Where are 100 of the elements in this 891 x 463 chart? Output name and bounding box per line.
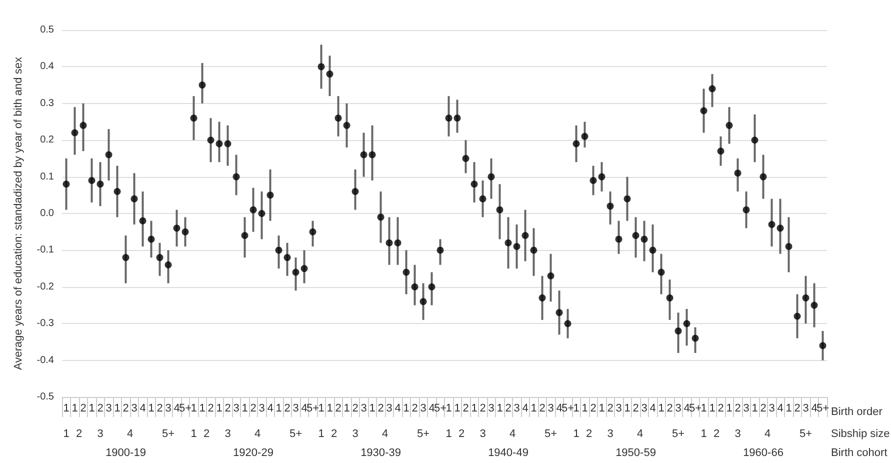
text: 3: [734, 428, 741, 440]
x-tick-label: 3: [420, 402, 426, 414]
y-axis-title: Average years of education: standadized by year of bith and sex: [12, 56, 24, 370]
text: 1900-19: [106, 447, 146, 459]
x-tick-label: 5+: [178, 402, 192, 414]
text: 1: [700, 428, 707, 440]
x-tick-label: 2: [335, 402, 342, 414]
x-tick-label: 1: [403, 402, 410, 414]
y-tick-label: 0.1: [40, 171, 54, 182]
x-tick-label: 5+: [816, 402, 830, 414]
x-tick-label: 1: [786, 402, 792, 414]
x-tick-label: 2: [718, 402, 724, 414]
text: 1: [446, 428, 452, 440]
text: 4: [126, 428, 134, 440]
x-tick-label: 2: [480, 402, 486, 414]
x-tick-label: 1: [216, 402, 222, 414]
y-tick-label: -0.1: [36, 244, 54, 256]
x-tick-label: 5+: [434, 402, 447, 414]
x-tick-label: 1: [700, 402, 707, 414]
x-tick-label: 2: [352, 402, 358, 414]
text: 3: [224, 428, 231, 440]
x-tick-label: 4: [811, 402, 818, 414]
x-tick-label: 4: [777, 402, 784, 414]
x-tick-label: 1: [752, 402, 758, 414]
text: 4: [509, 428, 516, 440]
x-tick-label: 1: [496, 402, 503, 414]
x-tick-label: 2: [224, 402, 231, 414]
text: 1950-59: [616, 447, 656, 459]
x-tick-label: 3: [106, 402, 112, 414]
text: 5+: [544, 428, 558, 440]
x-tick-label: 3: [768, 402, 775, 414]
x-tick-label: 3: [258, 402, 265, 414]
text: 2: [458, 428, 465, 440]
text: 5+: [672, 428, 685, 440]
x-tick-label: 1: [573, 402, 580, 414]
x-tick-label: 5+: [306, 402, 320, 414]
x-tick-label: 3: [802, 402, 809, 414]
text: 2: [203, 428, 210, 440]
x-tick-label: 2: [666, 402, 673, 414]
x-tick-label: 3: [292, 402, 299, 414]
x-tick-label: 2: [97, 402, 104, 414]
text: Birth order: [831, 406, 883, 418]
x-tick-label: 3: [743, 402, 750, 414]
text: 4: [764, 428, 771, 440]
text: 1960-66: [743, 447, 784, 459]
x-tick-label: 1: [658, 402, 664, 414]
x-tick-label: 1: [709, 402, 716, 414]
text: Birth cohort: [831, 447, 888, 459]
text: 5+: [799, 428, 812, 440]
x-tick-label: 2: [539, 402, 546, 414]
x-tick-label: 2: [632, 402, 639, 414]
text: 5+: [289, 428, 302, 440]
x-tick-label: 1: [582, 402, 588, 414]
y-tick-label: 0.3: [40, 98, 54, 109]
x-tick-label: 4: [522, 402, 528, 414]
text: 4: [254, 428, 261, 440]
x-tick-label: 1: [454, 402, 460, 414]
x-tick-label: 2: [734, 402, 741, 414]
x-tick-label: 2: [505, 402, 512, 414]
x-tick-label: 1: [72, 402, 78, 414]
x-tick-label: 1: [326, 402, 333, 414]
y-tick-label: -0.4: [36, 354, 54, 366]
x-tick-label: 5+: [561, 402, 574, 414]
x-tick-label: 1: [471, 402, 478, 414]
x-tick-label: 1: [598, 402, 605, 414]
x-tick-label: 1: [276, 402, 282, 414]
x-tick-label: 1: [344, 402, 350, 414]
text: 2: [586, 428, 592, 440]
x-tick-label: 1: [148, 402, 154, 414]
x-tick-label: 5+: [688, 402, 702, 414]
text: 1: [573, 428, 580, 440]
y-tick-label: 0.5: [40, 24, 54, 36]
text: 5+: [162, 428, 175, 440]
x-tick-label: 1: [369, 402, 376, 414]
text: 1: [318, 428, 324, 440]
x-tick-label: 1: [199, 402, 206, 414]
x-tick-label: 3: [616, 402, 622, 414]
x-tick-label: 4: [428, 402, 435, 414]
text: 1920-29: [233, 447, 274, 459]
x-tick-label: 1: [190, 402, 197, 414]
text: 1930-39: [360, 447, 401, 459]
x-tick-label: 2: [250, 402, 256, 414]
x-tick-label: 3: [514, 402, 520, 414]
x-tick-label: 1: [318, 402, 324, 414]
x-tick-label: 1: [446, 402, 452, 414]
text: 2: [76, 428, 82, 440]
x-tick-label: 1: [242, 402, 248, 414]
x-tick-label: 3: [131, 402, 138, 414]
x-tick-label: 4: [394, 402, 401, 414]
x-tick-label: 2: [760, 402, 766, 414]
x-tick-label: 4: [174, 402, 180, 414]
x-tick-label: 3: [233, 402, 240, 414]
x-tick-label: 4: [556, 402, 562, 414]
x-tick-label: 4: [301, 402, 308, 414]
x-tick-label: 2: [80, 402, 86, 414]
y-tick-label: -0.2: [36, 281, 54, 292]
x-tick-label: 2: [284, 402, 290, 414]
x-tick-label: 4: [140, 402, 146, 414]
x-tick-label: 1: [114, 402, 120, 414]
text: 3: [607, 428, 614, 440]
